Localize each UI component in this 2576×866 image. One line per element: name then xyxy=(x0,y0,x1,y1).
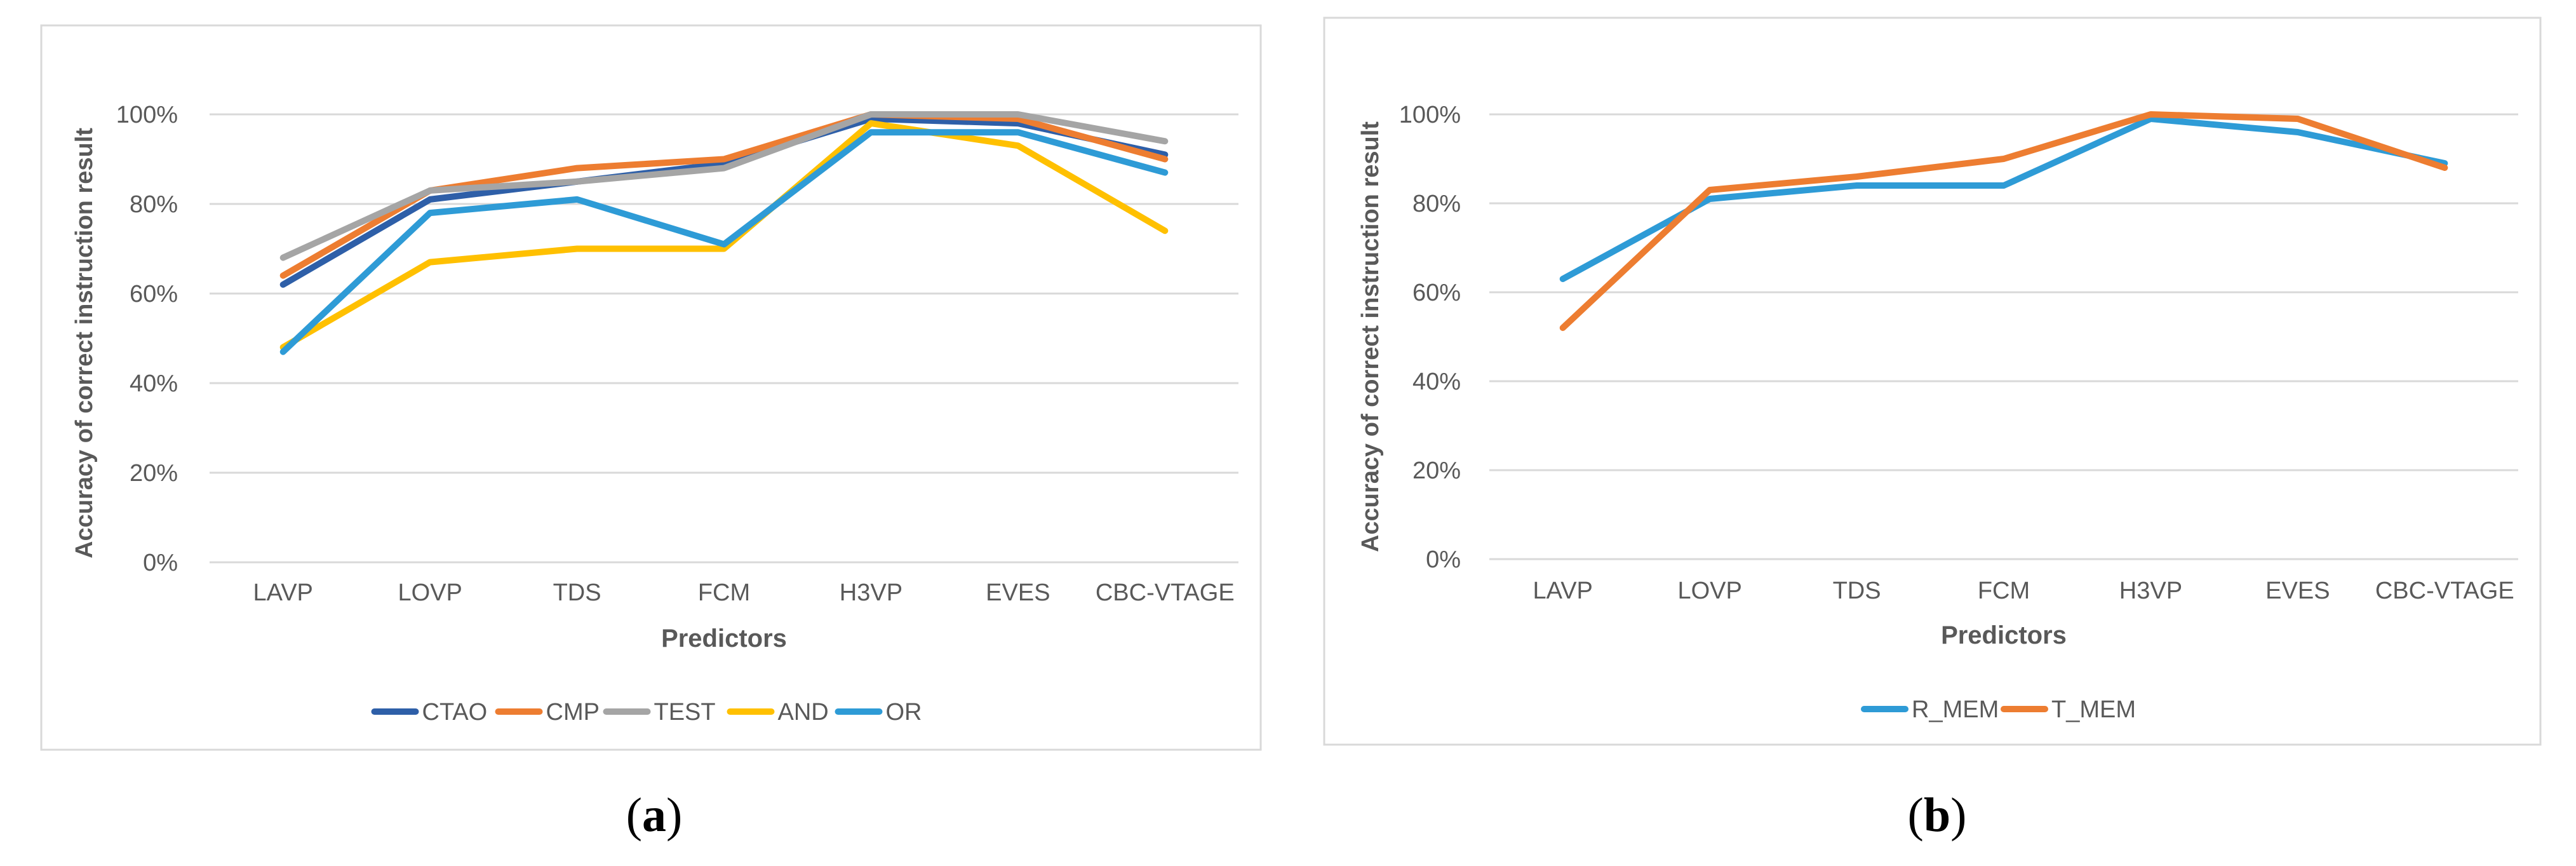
caption-b-letter: b xyxy=(1923,788,1951,842)
y-tick-label: 0% xyxy=(143,550,178,576)
y-tick-label: 20% xyxy=(1412,457,1461,484)
x-tick-label: CBC-VTAGE xyxy=(2375,578,2514,604)
y-tick-label: 60% xyxy=(1412,280,1461,306)
series-line-and xyxy=(279,120,1169,351)
legend-label-test: TEST xyxy=(654,699,716,726)
caption-b-open: ( xyxy=(1907,788,1924,842)
y-tick-label: 20% xyxy=(130,460,178,487)
caption-a-open: ( xyxy=(626,788,642,842)
y-tick-label: 40% xyxy=(130,370,178,397)
y-tick-label: 100% xyxy=(1399,102,1461,128)
y-axis-title: Accuracy of correct instruction result xyxy=(71,128,98,558)
x-tick-label: EVES xyxy=(2265,578,2330,604)
caption-b-close: ) xyxy=(1950,788,1967,842)
x-tick-label: TDS xyxy=(553,579,601,606)
y-tick-label: 40% xyxy=(1412,369,1461,395)
x-tick-label: EVES xyxy=(986,579,1050,606)
caption-a-close: ) xyxy=(666,788,683,842)
legend-label-or: OR xyxy=(886,699,922,726)
caption-a: (a) xyxy=(559,788,749,843)
y-tick-label: 60% xyxy=(130,281,178,308)
legend-label-cmp: CMP xyxy=(546,699,600,726)
x-tick-label: CBC-VTAGE xyxy=(1096,579,1235,606)
x-tick-label: LAVP xyxy=(253,579,313,606)
x-axis-title: Predictors xyxy=(1941,621,2067,649)
series-line-t-mem xyxy=(1559,111,2448,331)
x-tick-label: LOVP xyxy=(1677,578,1741,604)
x-tick-label: H3VP xyxy=(840,579,902,606)
series-line-ctao xyxy=(279,116,1169,288)
x-tick-label: FCM xyxy=(698,579,750,606)
y-axis-title: Accuracy of correct instruction result xyxy=(1357,121,1384,552)
caption-b: (b) xyxy=(1842,788,2032,843)
y-tick-label: 80% xyxy=(1412,191,1461,217)
y-tick-label: 0% xyxy=(1426,546,1461,573)
y-tick-label: 100% xyxy=(116,102,178,128)
legend-label-r-mem: R_MEM xyxy=(1912,696,1999,723)
legend-label-ctao: CTAO xyxy=(422,699,488,726)
x-tick-label: FCM xyxy=(1978,578,2030,604)
x-tick-label: LAVP xyxy=(1533,578,1593,604)
series-line-or xyxy=(279,129,1169,355)
x-tick-label: H3VP xyxy=(2119,578,2182,604)
x-axis-title: Predictors xyxy=(661,625,787,653)
legend-label-and: AND xyxy=(778,699,829,726)
y-tick-label: 80% xyxy=(130,191,178,218)
legend-label-t-mem: T_MEM xyxy=(2051,696,2136,723)
caption-a-letter: a xyxy=(642,788,666,842)
series-line-test xyxy=(279,111,1169,261)
series-line-r-mem xyxy=(1559,116,2448,282)
x-tick-label: LOVP xyxy=(398,579,462,606)
x-tick-label: TDS xyxy=(1833,578,1881,604)
